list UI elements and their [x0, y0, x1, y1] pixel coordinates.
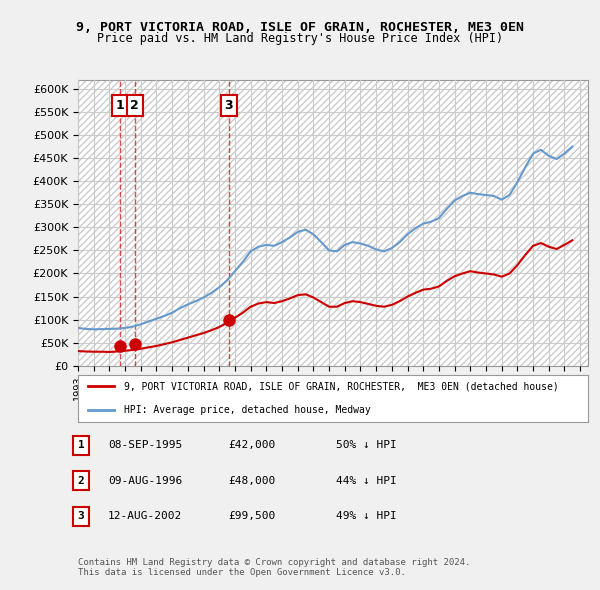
Text: £42,000: £42,000 [228, 441, 275, 450]
Text: 9, PORT VICTORIA ROAD, ISLE OF GRAIN, ROCHESTER,  ME3 0EN (detached house): 9, PORT VICTORIA ROAD, ISLE OF GRAIN, RO… [124, 382, 559, 391]
Text: 3: 3 [77, 512, 85, 521]
Text: Price paid vs. HM Land Registry's House Price Index (HPI): Price paid vs. HM Land Registry's House … [97, 32, 503, 45]
Text: 2: 2 [77, 476, 85, 486]
Text: 2: 2 [130, 99, 139, 112]
Text: £99,500: £99,500 [228, 512, 275, 521]
Text: 3: 3 [224, 99, 233, 112]
Text: 1: 1 [116, 99, 125, 112]
Text: HPI: Average price, detached house, Medway: HPI: Average price, detached house, Medw… [124, 405, 371, 415]
Text: 49% ↓ HPI: 49% ↓ HPI [336, 512, 397, 521]
Text: 08-SEP-1995: 08-SEP-1995 [108, 441, 182, 450]
Text: 12-AUG-2002: 12-AUG-2002 [108, 512, 182, 521]
Text: Contains HM Land Registry data © Crown copyright and database right 2024.
This d: Contains HM Land Registry data © Crown c… [78, 558, 470, 577]
Text: 09-AUG-1996: 09-AUG-1996 [108, 476, 182, 486]
Text: £48,000: £48,000 [228, 476, 275, 486]
Text: 50% ↓ HPI: 50% ↓ HPI [336, 441, 397, 450]
Text: 44% ↓ HPI: 44% ↓ HPI [336, 476, 397, 486]
Text: 1: 1 [77, 441, 85, 450]
Text: 9, PORT VICTORIA ROAD, ISLE OF GRAIN, ROCHESTER, ME3 0EN: 9, PORT VICTORIA ROAD, ISLE OF GRAIN, RO… [76, 21, 524, 34]
